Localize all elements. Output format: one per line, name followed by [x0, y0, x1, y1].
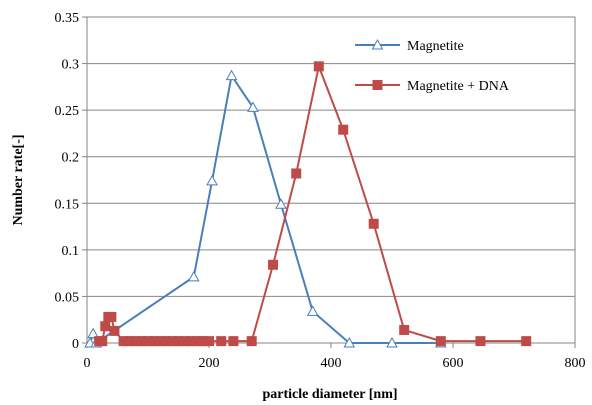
data-point — [399, 324, 410, 335]
data-point — [521, 336, 532, 347]
y-tick-label: 0.25 — [55, 104, 80, 119]
legend-label: Magnetite — [407, 39, 464, 54]
y-tick-label: 0.3 — [62, 58, 80, 73]
x-tick-label: 0 — [84, 356, 91, 371]
data-point — [338, 124, 349, 135]
legend-marker — [372, 80, 383, 90]
y-axis-title: Number rate[-] — [11, 134, 26, 225]
data-point — [97, 336, 108, 347]
legend-item-1: Magnetite — [355, 38, 464, 54]
data-point — [313, 61, 324, 72]
data-point — [100, 321, 111, 332]
series-1 — [84, 69, 447, 348]
x-tick-label: 200 — [199, 356, 220, 371]
data-point — [225, 69, 238, 81]
data-point — [87, 327, 99, 339]
y-tick-label: 0.2 — [62, 151, 80, 166]
x-axis-title: particle diameter [nm] — [262, 387, 397, 402]
y-tick-label: 0 — [72, 337, 79, 352]
data-point — [106, 311, 117, 322]
x-tick-labels: 0 200 400 600 800 — [84, 356, 586, 371]
data-point — [268, 259, 279, 270]
data-point — [246, 336, 257, 347]
data-point — [206, 174, 218, 186]
x-tick-label: 600 — [443, 356, 464, 371]
data-point — [368, 218, 379, 229]
series-line — [89, 73, 441, 345]
legend-label: Magnetite + DNA — [407, 79, 510, 94]
data-point — [247, 101, 259, 112]
y-tick-label: 0.1 — [62, 244, 80, 259]
legend-item-2: Magnetite + DNA — [355, 79, 510, 94]
data-point — [475, 336, 486, 347]
gridlines — [87, 16, 575, 297]
plot-area-border — [86, 16, 576, 344]
y-tick-label: 0.15 — [55, 197, 80, 212]
axes — [82, 16, 576, 348]
data-point — [343, 336, 356, 348]
data-point — [187, 270, 200, 282]
data-point — [435, 336, 446, 347]
series-layer — [84, 61, 532, 348]
x-tick-label: 800 — [565, 356, 586, 371]
data-point — [291, 168, 302, 179]
data-point — [228, 336, 239, 347]
data-point — [216, 336, 227, 347]
data-point — [109, 325, 120, 336]
data-point — [275, 198, 287, 209]
data-point — [386, 336, 398, 348]
y-tick-label: 0.35 — [55, 11, 80, 26]
data-point — [204, 336, 214, 347]
data-point — [306, 305, 319, 316]
series-2 — [94, 61, 532, 347]
legend-marker — [371, 38, 384, 50]
x-tick-label: 400 — [321, 356, 342, 371]
legend: Magnetite Magnetite + DNA — [355, 38, 510, 94]
y-tick-labels: 0 0.05 0.1 0.15 0.2 0.25 0.3 0.35 — [55, 11, 80, 352]
y-tick-label: 0.05 — [55, 290, 80, 305]
